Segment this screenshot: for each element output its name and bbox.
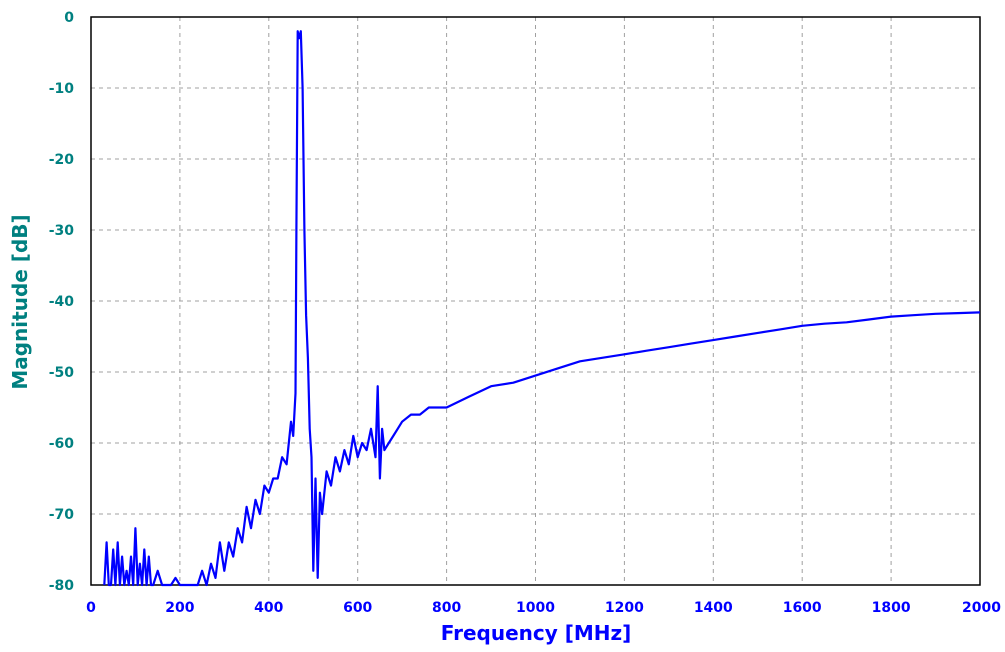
x-tick-label: 800 xyxy=(432,600,461,616)
x-tick-label: 2000 xyxy=(962,600,1001,616)
y-axis-label: Magnitude [dB] xyxy=(8,214,32,389)
x-tick-label: 1200 xyxy=(605,600,644,616)
y-tick-labels: 0 -10 -20 -30 -40 -50 -60 -70 -80 xyxy=(49,10,75,594)
y-tick-label: -60 xyxy=(49,436,75,452)
x-tick-label: 1600 xyxy=(783,600,822,616)
y-tick-label: -30 xyxy=(49,223,75,239)
x-tick-label: 1800 xyxy=(872,600,911,616)
y-tick-label: -40 xyxy=(49,294,75,310)
y-tick-label: -80 xyxy=(49,578,75,594)
x-tick-labels: 0 200 400 600 800 1000 1200 1400 1600 1800 2000 xyxy=(86,600,1001,616)
plot-frame xyxy=(90,16,981,586)
x-axis-label: Frequency [MHz] xyxy=(441,621,632,645)
x-tick-label: 600 xyxy=(343,600,372,616)
y-tick-label: -70 xyxy=(49,507,75,523)
x-tick-label: 400 xyxy=(254,600,283,616)
x-tick-label: 1000 xyxy=(516,600,555,616)
x-tick-label: 1400 xyxy=(694,600,733,616)
y-tick-label: -10 xyxy=(49,81,75,97)
y-tick-label: -20 xyxy=(49,152,75,168)
x-tick-label: 0 xyxy=(86,600,96,616)
x-tick-label: 200 xyxy=(165,600,194,616)
y-tick-label: -50 xyxy=(49,365,75,381)
series-group xyxy=(103,30,981,587)
series-line-0 xyxy=(103,30,981,587)
y-tick-label: 0 xyxy=(64,10,74,26)
